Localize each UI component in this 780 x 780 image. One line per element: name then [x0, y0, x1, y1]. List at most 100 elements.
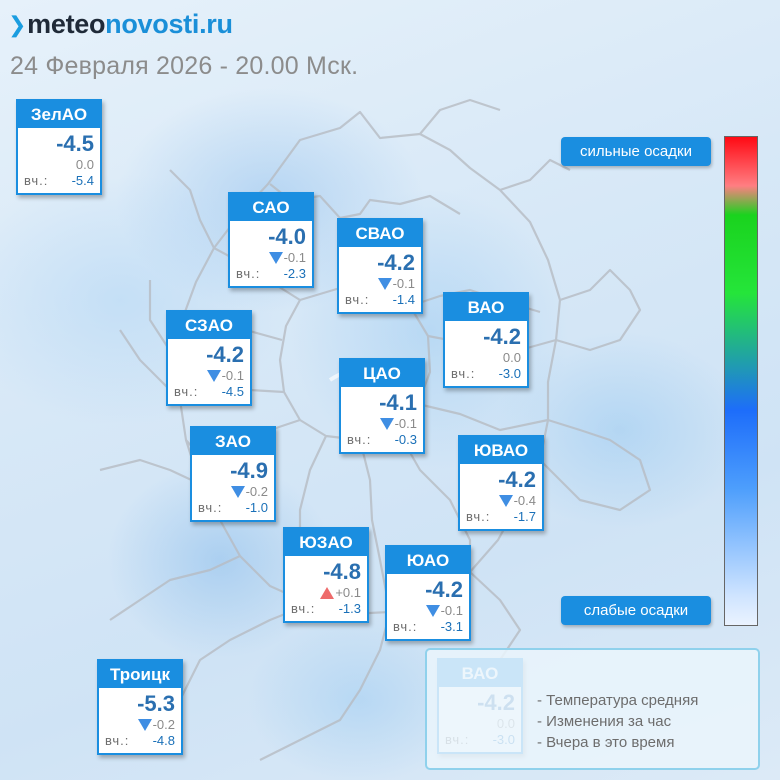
hourly-change-value: -0.4 — [513, 493, 536, 508]
hourly-change-value: -0.1 — [440, 603, 463, 618]
logo-text-meteo: meteo — [27, 8, 106, 39]
district-name: ЗАО — [192, 428, 274, 455]
yesterday-value: -4.5 — [221, 384, 244, 399]
trend-down-icon — [230, 485, 245, 498]
hourly-change: +0.1 — [320, 585, 361, 600]
district-name: ВАО — [445, 294, 527, 321]
yesterday-row: вч.: -4.8 — [105, 733, 175, 748]
district-card-troitsk[interactable]: Троицк -5.3 -0.2 вч.: -4.8 — [97, 659, 183, 755]
yesterday-row: вч.: -2.3 — [236, 266, 306, 281]
yesterday-row: вч.: -1.4 — [345, 292, 415, 307]
legend-item-hourly-change: - Изменения за час — [537, 713, 672, 730]
yesterday-value: -2.3 — [283, 266, 306, 281]
yesterday-row: вч.: -3.0 — [451, 366, 521, 381]
average-temperature: -4.1 — [379, 390, 417, 415]
yesterday-label: вч.: — [174, 384, 199, 399]
trend-down-icon — [498, 494, 513, 507]
district-card-sao[interactable]: САО -4.0 -0.1 вч.: -2.3 — [228, 192, 314, 288]
yesterday-value: -1.0 — [245, 500, 268, 515]
district-name: ЦАО — [341, 360, 423, 387]
yesterday-value: -1.4 — [392, 292, 415, 307]
district-name: СВАО — [339, 220, 421, 247]
hourly-change-value: -0.1 — [394, 416, 417, 431]
trend-down-icon — [268, 251, 283, 264]
hourly-change-value: -0.2 — [152, 717, 175, 732]
yesterday-row: вч.: -4.5 — [174, 384, 244, 399]
hourly-change: -0.1 — [206, 368, 244, 383]
hourly-change: -0.2 — [137, 717, 175, 732]
hourly-change-value: +0.1 — [335, 585, 361, 600]
forecast-date-time: 24 Февраля 2026 - 20.00 Мск. — [10, 52, 359, 80]
district-name: ЗелАО — [18, 101, 100, 128]
average-temperature: -4.0 — [268, 224, 306, 249]
hourly-change: 0.0 — [76, 157, 94, 172]
hourly-change: -0.1 — [379, 416, 417, 431]
district-card-zao[interactable]: ЗАО -4.9 -0.2 вч.: -1.0 — [190, 426, 276, 522]
hourly-change-value: -0.1 — [392, 276, 415, 291]
trend-down-icon — [206, 369, 221, 382]
average-temperature: -4.2 — [498, 467, 536, 492]
yesterday-label: вч.: — [198, 500, 223, 515]
district-card-zelao[interactable]: ЗелАО -4.5 0.0 вч.: -5.4 — [16, 99, 102, 195]
trend-down-icon — [137, 718, 152, 731]
average-temperature: -4.2 — [377, 250, 415, 275]
district-name: САО — [230, 194, 312, 221]
trend-up-icon — [320, 586, 335, 599]
legend-panel: - Температура средняя - Изменения за час… — [425, 648, 760, 770]
average-temperature: -4.8 — [323, 559, 361, 584]
yesterday-value: -1.3 — [338, 601, 361, 616]
hourly-change-value: 0.0 — [502, 350, 521, 365]
yesterday-row: вч.: -1.7 — [466, 509, 536, 524]
average-temperature: -4.9 — [230, 458, 268, 483]
yesterday-label: вч.: — [291, 601, 316, 616]
yesterday-row: вч.: -1.3 — [291, 601, 361, 616]
yesterday-label: вч.: — [466, 509, 491, 524]
district-card-svao[interactable]: СВАО -4.2 -0.1 вч.: -1.4 — [337, 218, 423, 314]
yesterday-value: -4.8 — [152, 733, 175, 748]
yesterday-value: -1.7 — [513, 509, 536, 524]
weak-precip-label: слабые осадки — [561, 596, 711, 625]
yesterday-value: -0.3 — [394, 432, 417, 447]
yesterday-label: вч.: — [105, 733, 130, 748]
district-card-vao[interactable]: ВАО -4.2 0.0 вч.: -3.0 — [443, 292, 529, 388]
logo-text-novosti: novosti.ru — [105, 8, 233, 39]
yesterday-row: вч.: -3.1 — [393, 619, 463, 634]
yesterday-label: вч.: — [347, 432, 372, 447]
trend-down-icon — [377, 277, 392, 290]
hourly-change: 0.0 — [503, 350, 521, 365]
yesterday-label: вч.: — [451, 366, 476, 381]
trend-down-icon — [379, 417, 394, 430]
precipitation-color-scale — [724, 136, 758, 626]
hourly-change-value: 0.0 — [75, 157, 94, 172]
legend-item-yesterday: - Вчера в это время — [537, 734, 675, 751]
hourly-change-value: -0.2 — [245, 484, 268, 499]
site-logo[interactable]: ❯ meteo novosti.ru — [8, 6, 233, 42]
yesterday-row: вч.: -1.0 — [198, 500, 268, 515]
district-card-cao[interactable]: ЦАО -4.1 -0.1 вч.: -0.3 — [339, 358, 425, 454]
hourly-change: -0.1 — [268, 250, 306, 265]
district-card-szao[interactable]: СЗАО -4.2 -0.1 вч.: -4.5 — [166, 310, 252, 406]
average-temperature: -4.2 — [206, 342, 244, 367]
district-card-yuao[interactable]: ЮАО -4.2 -0.1 вч.: -3.1 — [385, 545, 471, 641]
strong-precip-label: сильные осадки — [561, 137, 711, 166]
average-temperature: -4.5 — [56, 131, 94, 156]
average-temperature: -4.2 — [425, 577, 463, 602]
district-name: Троицк — [99, 661, 181, 688]
yesterday-row: вч.: -0.3 — [347, 432, 417, 447]
district-card-yuvao[interactable]: ЮВАО -4.2 -0.4 вч.: -1.7 — [458, 435, 544, 531]
average-temperature: -4.2 — [483, 324, 521, 349]
hourly-change: -0.4 — [498, 493, 536, 508]
yesterday-row: вч.: -5.4 — [24, 173, 94, 188]
yesterday-label: вч.: — [236, 266, 261, 281]
district-name: СЗАО — [168, 312, 250, 339]
legend-item-avg-temp: - Температура средняя — [537, 692, 699, 709]
yesterday-value: -3.0 — [498, 366, 521, 381]
yesterday-value: -3.1 — [440, 619, 463, 634]
average-temperature: -5.3 — [137, 691, 175, 716]
district-card-yuzao[interactable]: ЮЗАО -4.8 +0.1 вч.: -1.3 — [283, 527, 369, 623]
trend-down-icon — [425, 604, 440, 617]
hourly-change: -0.1 — [377, 276, 415, 291]
yesterday-label: вч.: — [393, 619, 418, 634]
district-name: ЮАО — [387, 547, 469, 574]
hourly-change: -0.2 — [230, 484, 268, 499]
